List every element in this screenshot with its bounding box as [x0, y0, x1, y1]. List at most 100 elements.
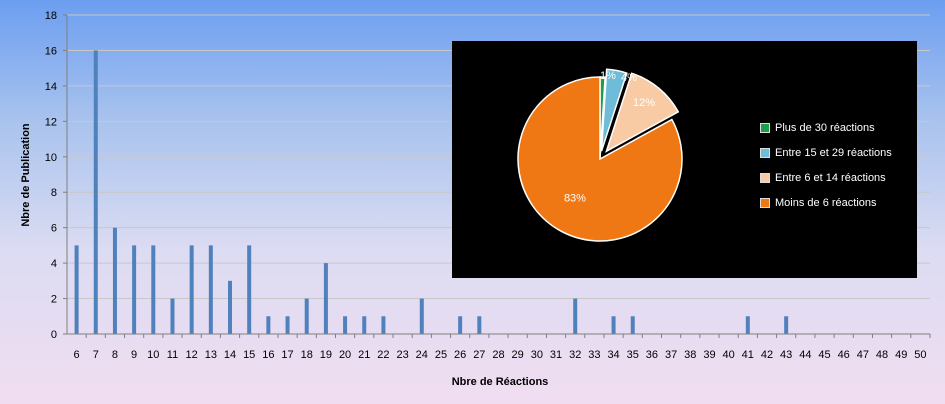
x-tick-label: 41 — [742, 349, 754, 361]
pie-slice-label: 12% — [633, 97, 655, 109]
bar — [285, 316, 290, 334]
pie-slices — [517, 68, 683, 242]
x-tick-label: 21 — [358, 349, 370, 361]
y-tick-label: 8 — [51, 187, 57, 199]
legend-item-moins-6: Moins de 6 réactions — [760, 190, 892, 215]
x-tick-label: 50 — [914, 349, 926, 361]
pie-slice — [605, 72, 680, 153]
x-tick-label: 33 — [588, 349, 600, 361]
x-tick-label: 12 — [186, 349, 198, 361]
legend-swatch — [760, 122, 770, 133]
bar — [112, 227, 117, 334]
legend-item-6-14: Entre 6 et 14 réactions — [760, 165, 892, 190]
x-tick-label: 36 — [646, 349, 658, 361]
x-tick-label: 24 — [416, 349, 428, 361]
bar — [247, 245, 252, 334]
bar — [266, 316, 271, 334]
pie-slice — [517, 76, 683, 242]
legend-item-15-29: Entre 15 et 29 réactions — [760, 140, 892, 165]
x-tick-label: 28 — [492, 349, 504, 361]
pie-legend: Plus de 30 réactions Entre 15 et 29 réac… — [760, 115, 892, 215]
bar — [228, 280, 233, 334]
x-tick-label: 26 — [454, 349, 466, 361]
x-tick-label: 31 — [550, 349, 562, 361]
x-tick-label: 37 — [665, 349, 677, 361]
x-tick-label: 22 — [377, 349, 389, 361]
y-tick-label: 6 — [51, 223, 57, 235]
x-tick-label: 13 — [205, 349, 217, 361]
bar — [151, 245, 156, 334]
bar — [745, 316, 750, 334]
bar — [381, 316, 386, 334]
x-tick-label: 6 — [74, 349, 80, 361]
x-tick-label: 34 — [607, 349, 619, 361]
legend-label: Moins de 6 réactions — [775, 196, 877, 209]
bar — [74, 245, 79, 334]
x-tick-label: 43 — [780, 349, 792, 361]
x-tick-label: 38 — [684, 349, 696, 361]
pie-slice — [600, 68, 628, 152]
x-tick-label: 32 — [569, 349, 581, 361]
bar — [170, 298, 175, 334]
legend-label: Entre 15 et 29 réactions — [775, 146, 892, 159]
x-tick-label: 39 — [703, 349, 715, 361]
y-tick-label: 10 — [45, 152, 57, 164]
y-tick-label: 12 — [45, 116, 57, 128]
x-tick-label: 25 — [435, 349, 447, 361]
y-axis-title: Nbre de Publication — [20, 123, 32, 227]
y-tick-label: 18 — [45, 10, 57, 22]
x-tick-labels: 6 7 8 9 10 11 12 13 14 15 16 17 18 19 20 21 22 23 24 25 26 27… — [74, 334, 931, 361]
y-tick-labels: 0 2 4 6 8 10 12 14 16 18 — [45, 10, 67, 341]
x-tick-label: 30 — [531, 349, 543, 361]
y-tick-label: 2 — [51, 294, 57, 306]
x-tick-label: 17 — [281, 349, 293, 361]
bar — [323, 263, 328, 334]
bar — [419, 298, 424, 334]
x-tick-label: 35 — [627, 349, 639, 361]
x-tick-label: 49 — [895, 349, 907, 361]
x-tick-label: 11 — [167, 349, 178, 361]
pie-chart-panel: 1% 4% 12% 83% Plus de 30 réactions Entre 15… — [452, 41, 917, 278]
pie-slice-label: 1% — [600, 70, 616, 82]
x-tick-label: 14 — [224, 349, 236, 361]
x-tick-label: 16 — [262, 349, 274, 361]
x-tick-label: 48 — [876, 349, 888, 361]
bar — [458, 316, 463, 334]
x-tick-label: 19 — [320, 349, 332, 361]
y-tick-label: 14 — [45, 81, 57, 93]
bars — [74, 50, 789, 334]
bar — [477, 316, 482, 334]
legend-swatch — [760, 147, 770, 158]
pie-slice-label: 83% — [564, 192, 586, 204]
bar — [343, 316, 348, 334]
y-tick-label: 0 — [51, 329, 57, 341]
y-tick-label: 4 — [51, 258, 57, 270]
x-tick-label: 27 — [473, 349, 485, 361]
bar — [362, 316, 367, 334]
legend-item-plus-30: Plus de 30 réactions — [760, 115, 892, 140]
bar — [189, 245, 194, 334]
bar — [611, 316, 616, 334]
x-tick-label: 29 — [512, 349, 524, 361]
pie-slice-label: 4% — [621, 72, 637, 84]
x-tick-label: 18 — [301, 349, 313, 361]
x-tick-label: 44 — [799, 349, 811, 361]
bar — [573, 298, 578, 334]
x-tick-label: 42 — [761, 349, 773, 361]
x-tick-label: 7 — [93, 349, 99, 361]
bar — [304, 298, 309, 334]
legend-swatch — [760, 197, 770, 208]
x-tick-label: 45 — [818, 349, 830, 361]
pie-slice-labels: 1% 4% 12% 83% — [564, 70, 655, 204]
x-tick-label: 23 — [396, 349, 408, 361]
legend-label: Entre 6 et 14 réactions — [775, 171, 886, 184]
pie-chart: 1% 4% 12% 83% — [517, 68, 683, 242]
legend-swatch — [760, 172, 770, 183]
bar — [208, 245, 213, 334]
x-tick-label: 46 — [838, 349, 850, 361]
x-tick-label: 10 — [147, 349, 159, 361]
bar — [630, 316, 635, 334]
bar — [784, 316, 789, 334]
